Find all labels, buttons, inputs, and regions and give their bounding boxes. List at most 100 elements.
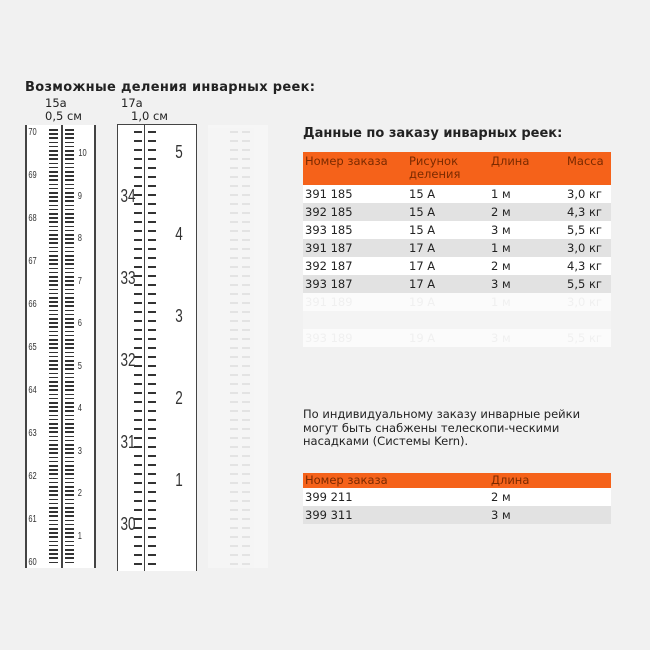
tick — [49, 540, 58, 543]
ruler-15a: 70 69 68 67 66 65 64 63 62 61 60 10 9 8 7 6 5 4 3 2 1 — [25, 125, 96, 568]
tick — [65, 133, 74, 135]
tick — [65, 406, 74, 408]
tick — [148, 401, 156, 403]
tick — [49, 418, 58, 421]
left-label: 66 — [28, 299, 37, 310]
tick — [65, 423, 74, 425]
tick — [65, 263, 74, 265]
tick — [49, 305, 58, 307]
tick — [49, 330, 58, 333]
left-label: 63 — [28, 428, 37, 439]
table-cell: 393 187 — [303, 275, 407, 293]
tick — [230, 446, 238, 448]
tick — [65, 313, 74, 316]
tick — [49, 549, 58, 551]
table-cell: 393 189 — [303, 329, 407, 347]
tick — [65, 150, 74, 152]
tick — [148, 527, 156, 529]
tick — [65, 250, 74, 253]
table-cell: 1 м — [489, 239, 565, 257]
tick — [65, 381, 74, 383]
tick — [134, 491, 142, 493]
tick — [65, 276, 74, 278]
tick — [230, 257, 238, 259]
tick — [49, 397, 58, 400]
tick — [242, 185, 250, 187]
tick — [242, 140, 250, 142]
right-label: 10 — [78, 148, 87, 159]
tick — [242, 203, 250, 205]
tick — [230, 266, 238, 268]
tick — [49, 179, 58, 181]
tick — [134, 563, 142, 565]
tick — [242, 194, 250, 196]
tick — [134, 275, 142, 277]
tick — [49, 561, 58, 564]
tick — [242, 257, 250, 259]
tick — [65, 179, 74, 181]
tick — [230, 383, 238, 385]
tick — [49, 452, 58, 454]
tick — [134, 266, 142, 268]
tick — [49, 360, 58, 362]
tick — [49, 129, 58, 131]
tick — [65, 141, 74, 144]
tick — [134, 473, 142, 475]
tick — [49, 389, 58, 391]
tick — [242, 455, 250, 457]
tick — [65, 229, 74, 232]
tick — [242, 149, 250, 151]
note-text: По индивидуальному заказу инварные рейки… — [303, 407, 581, 448]
faded-ruler — [208, 125, 268, 568]
tick — [230, 302, 238, 304]
tick — [148, 257, 156, 259]
tick — [134, 527, 142, 529]
tick — [230, 482, 238, 484]
tick — [242, 509, 250, 511]
tick — [49, 133, 58, 135]
tick — [242, 536, 250, 538]
tick — [49, 334, 58, 337]
tick — [49, 225, 58, 228]
tick — [49, 267, 58, 270]
tick — [65, 213, 74, 215]
tick — [230, 221, 238, 223]
tick — [65, 309, 74, 312]
tick — [134, 194, 142, 196]
right-label: 1 — [175, 470, 183, 490]
left-label: 31 — [120, 432, 136, 452]
tick — [148, 131, 156, 133]
tick — [49, 238, 58, 240]
tick — [148, 320, 156, 322]
tick — [134, 338, 142, 340]
tick — [49, 473, 58, 475]
table-cell: 5,5 кг — [565, 275, 611, 293]
ruler-divider — [144, 125, 145, 571]
tick — [242, 491, 250, 493]
col-pattern: Рисунок деления — [407, 152, 489, 185]
tick — [65, 507, 74, 509]
tick — [148, 446, 156, 448]
tick — [242, 500, 250, 502]
table-cell: 391 185 — [303, 185, 407, 203]
tick — [49, 246, 58, 249]
tick — [49, 326, 58, 328]
tick — [148, 329, 156, 331]
tick — [65, 389, 74, 391]
tick — [49, 263, 58, 265]
table-cell: 399 211 — [303, 488, 489, 506]
table-cell — [565, 311, 611, 329]
tick — [148, 149, 156, 151]
tick — [49, 154, 58, 156]
tick — [148, 212, 156, 214]
tick — [65, 528, 74, 530]
tick — [242, 293, 250, 295]
tick — [134, 437, 142, 439]
tick — [65, 187, 74, 190]
tick — [65, 431, 74, 433]
tick — [65, 532, 74, 534]
tick — [65, 544, 74, 547]
